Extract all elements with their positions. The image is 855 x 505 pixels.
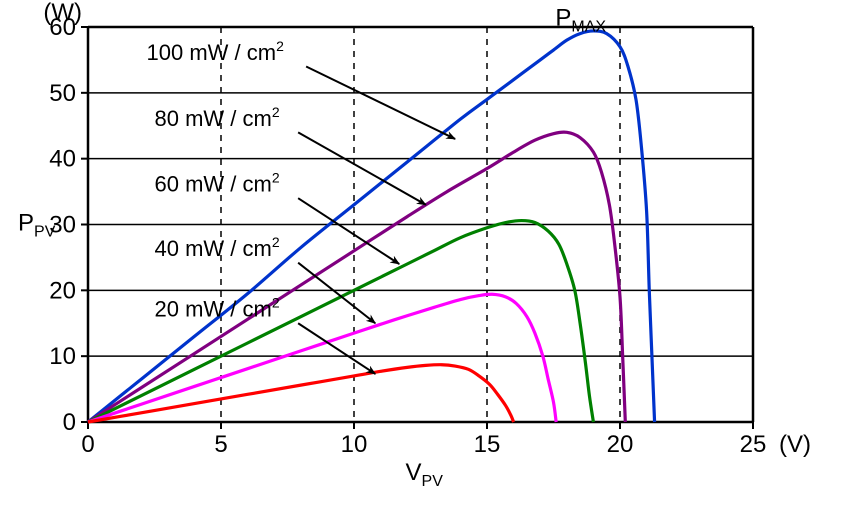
y-tick-label: 40 xyxy=(49,146,76,173)
series-curve xyxy=(88,365,514,422)
series-label: 80 mW / cm2 xyxy=(155,104,280,131)
y-axis-unit: (W) xyxy=(43,0,82,26)
x-axis-title: VPV xyxy=(406,459,444,490)
series-arrow xyxy=(298,132,426,204)
y-tick-label: 50 xyxy=(49,80,76,107)
series-label: 60 mW / cm2 xyxy=(155,170,280,197)
x-tick-label: 20 xyxy=(607,431,634,458)
series-label: 100 mW / cm2 xyxy=(147,38,285,65)
x-tick-label: 0 xyxy=(81,431,94,458)
labels: 01020304050600510152025(W)(V)PPVVPVPMAX1… xyxy=(18,0,811,490)
series-curve xyxy=(88,31,655,422)
arrows xyxy=(298,67,455,374)
series-label: 20 mW / cm2 xyxy=(155,295,280,322)
x-axis-unit: (V) xyxy=(779,431,811,458)
pv-power-chart: 01020304050600510152025(W)(V)PPVVPVPMAX1… xyxy=(0,0,855,505)
x-tick-label: 15 xyxy=(474,431,501,458)
y-tick-label: 20 xyxy=(49,277,76,304)
series-label: 40 mW / cm2 xyxy=(155,234,280,261)
series-arrow xyxy=(298,263,375,324)
x-tick-label: 10 xyxy=(341,431,368,458)
series-arrow xyxy=(306,67,455,139)
x-tick-label: 25 xyxy=(740,431,767,458)
y-tick-label: 10 xyxy=(49,343,76,370)
curves xyxy=(88,31,655,422)
pmax-annotation: PMAX xyxy=(555,4,606,35)
x-tick-label: 5 xyxy=(214,431,227,458)
chart-svg: 01020304050600510152025(W)(V)PPVVPVPMAX1… xyxy=(0,0,855,505)
y-tick-label: 0 xyxy=(63,409,76,436)
